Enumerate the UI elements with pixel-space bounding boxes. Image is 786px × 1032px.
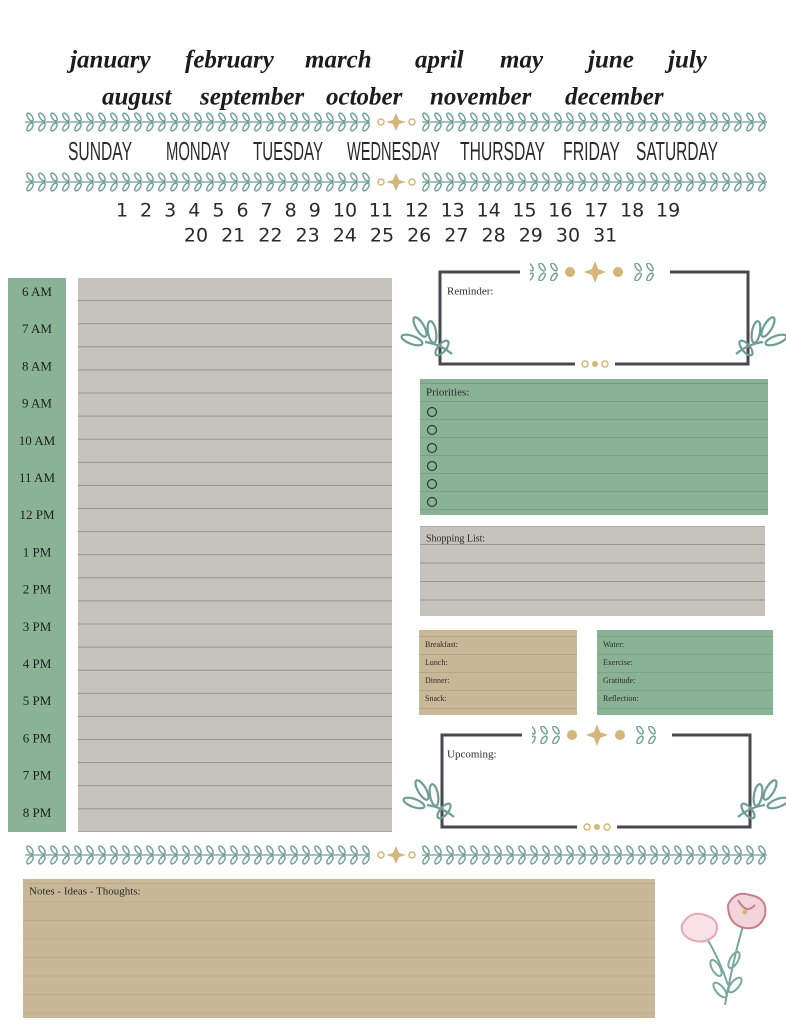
date: 1 <box>116 200 128 222</box>
date: 19 <box>656 200 680 222</box>
date: 4 <box>188 200 200 222</box>
notes-label: Notes - Ideas - Thoughts: <box>29 886 141 898</box>
month: december <box>565 84 664 111</box>
time-label: 7 PM <box>23 768 52 783</box>
date: 23 <box>296 225 320 247</box>
wellness-label: Reflection: <box>603 694 639 703</box>
time-column <box>8 278 66 832</box>
date: 12 <box>405 200 429 222</box>
month: may <box>500 47 544 74</box>
month: april <box>415 47 464 74</box>
time-label: 3 PM <box>23 619 52 634</box>
date: 25 <box>370 225 394 247</box>
weekday: THURSDAY <box>460 136 545 166</box>
date: 6 <box>236 200 248 222</box>
time-label: 8 AM <box>22 358 52 373</box>
divider <box>24 171 768 193</box>
date: 15 <box>512 200 536 222</box>
date: 17 <box>584 200 608 222</box>
shopping-lines <box>420 526 765 616</box>
date: 30 <box>556 225 580 247</box>
date: 22 <box>258 225 282 247</box>
weekday: FRIDAY <box>563 136 620 166</box>
priorities-lines <box>420 379 768 515</box>
flower <box>680 892 767 1006</box>
month: february <box>185 47 275 74</box>
time-label: 9 AM <box>22 396 52 411</box>
time-label: 1 PM <box>23 544 52 559</box>
schedule-lines <box>78 278 392 832</box>
date: 26 <box>407 225 431 247</box>
date: 21 <box>221 225 245 247</box>
checkboxes <box>426 406 438 508</box>
date: 7 <box>261 200 273 222</box>
weekday: WEDNESDAY <box>347 136 440 166</box>
reminder-label: Reminder: <box>447 286 493 298</box>
meals-lines <box>419 630 577 715</box>
time-label: 12 PM <box>19 507 54 522</box>
date: 27 <box>444 225 468 247</box>
wellness-lines <box>597 630 773 715</box>
month: january <box>66 47 151 74</box>
wellness-label: Gratitude: <box>603 676 635 685</box>
date: 16 <box>548 200 572 222</box>
date: 28 <box>482 225 506 247</box>
wellness-label: Exercise: <box>603 658 633 667</box>
month: march <box>305 47 372 74</box>
meal-label: Breakfast: <box>425 640 458 649</box>
date: 29 <box>519 225 543 247</box>
notes-lines <box>23 879 655 1018</box>
date: 13 <box>441 200 465 222</box>
month: july <box>664 47 708 74</box>
month: june <box>584 47 634 74</box>
weekday: MONDAY <box>166 136 230 166</box>
month: august <box>102 84 173 111</box>
date: 20 <box>184 225 208 247</box>
date: 2 <box>140 200 152 222</box>
date: 31 <box>593 225 617 247</box>
priorities-label: Priorities: <box>426 387 469 399</box>
date: 14 <box>477 200 501 222</box>
upcoming-frame <box>400 722 786 836</box>
date: 9 <box>309 200 321 222</box>
time-label: 11 AM <box>19 470 55 485</box>
weekday: TUESDAY <box>253 136 323 166</box>
month: september <box>199 84 304 111</box>
time-label: 5 PM <box>23 693 52 708</box>
date: 3 <box>164 200 176 222</box>
time-label: 6 PM <box>23 730 52 745</box>
date: 24 <box>333 225 357 247</box>
wellness-label: Water: <box>603 640 624 649</box>
upcoming-label: Upcoming: <box>447 749 497 761</box>
date: 5 <box>212 200 224 222</box>
divider <box>24 844 768 866</box>
time-label: 6 AM <box>22 284 52 299</box>
meal-label: Lunch: <box>425 658 448 667</box>
time-label: 4 PM <box>23 656 52 671</box>
date: 18 <box>620 200 644 222</box>
time-label: 7 AM <box>22 321 52 336</box>
weekday: SUNDAY <box>68 136 132 166</box>
time-label: 8 PM <box>23 805 52 820</box>
date: 11 <box>369 200 393 222</box>
divider <box>24 111 768 133</box>
date: 8 <box>285 200 297 222</box>
weekday: SATURDAY <box>636 136 718 166</box>
shopping-label: Shopping List: <box>426 533 485 544</box>
date: 10 <box>333 200 357 222</box>
month: november <box>430 84 532 111</box>
time-label: 2 PM <box>23 582 52 597</box>
reminder-frame <box>398 259 786 373</box>
time-label: 10 AM <box>19 433 56 448</box>
meal-label: Snack: <box>425 694 447 703</box>
month: october <box>326 84 403 111</box>
meal-label: Dinner: <box>425 676 449 685</box>
